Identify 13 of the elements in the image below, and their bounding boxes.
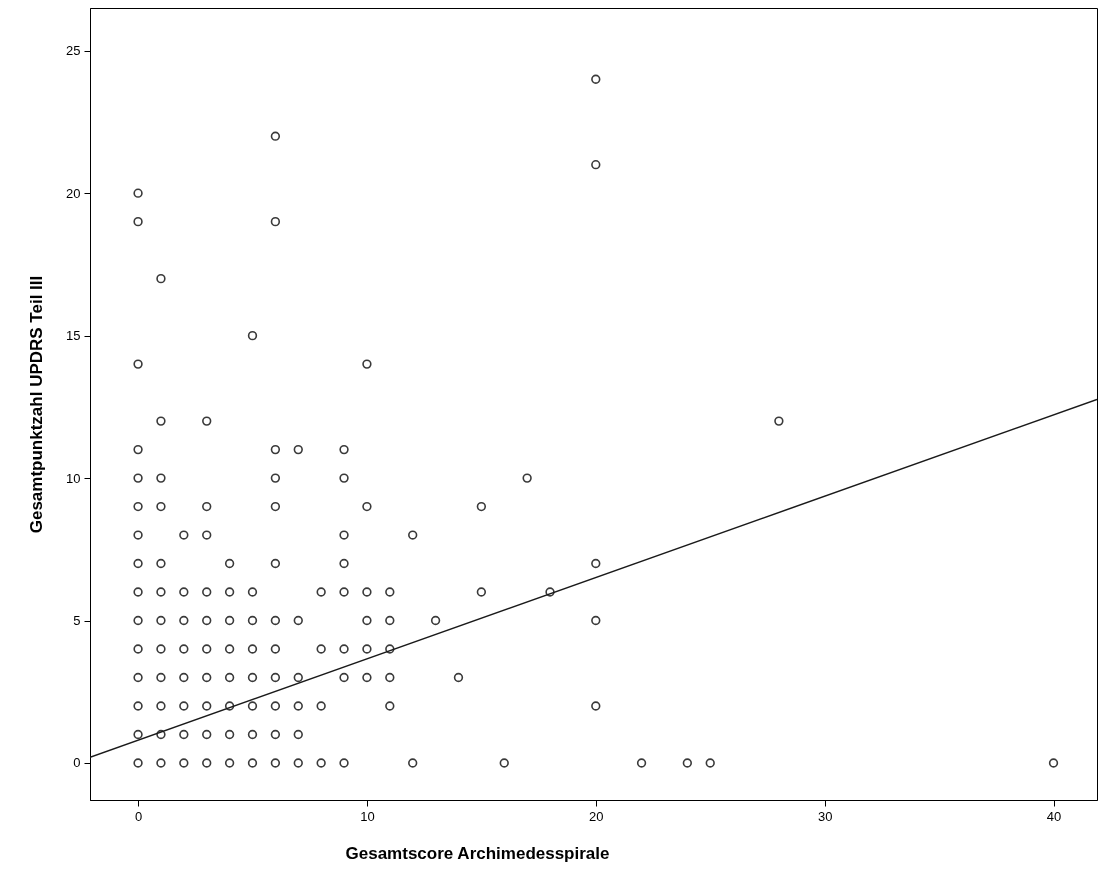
x-tick-label: 10: [360, 808, 375, 824]
y-axis-title: Gesamtpunktzahl UPDRS Teil III: [27, 275, 47, 534]
x-tick-label: 20: [589, 808, 604, 824]
x-tick-label: 0: [134, 808, 143, 824]
x-tick-label: 40: [1046, 808, 1062, 824]
y-tick-label: 15: [66, 328, 81, 344]
y-tick-label: 10: [66, 470, 81, 486]
y-tick-label: 5: [73, 613, 81, 629]
y-tick-label: 20: [66, 185, 81, 201]
y-tick-label: 0: [73, 755, 81, 771]
x-axis-title: Gesamtscore Archimedesspirale: [345, 843, 610, 863]
y-tick-label: 25: [66, 43, 81, 59]
x-tick-label: 30: [817, 808, 833, 824]
